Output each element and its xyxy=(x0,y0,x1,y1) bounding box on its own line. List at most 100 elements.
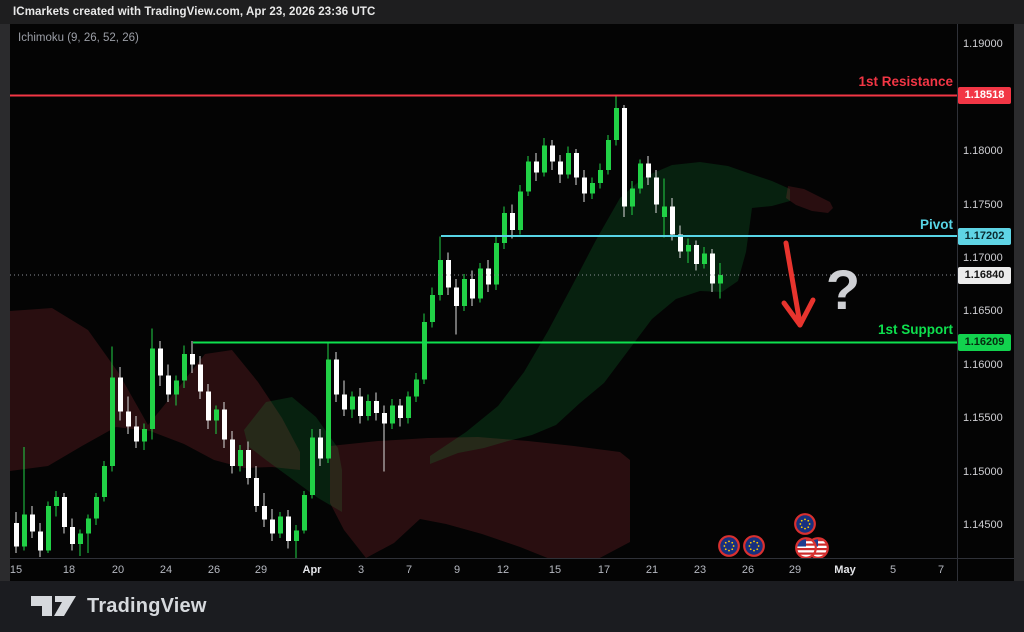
watermark-text: ICmarkets created with TradingView.com, … xyxy=(13,6,376,18)
candle-up xyxy=(294,530,299,541)
time-tick: 29 xyxy=(788,564,802,576)
candle-up xyxy=(238,450,243,466)
candle-up xyxy=(86,518,91,534)
candle-up xyxy=(110,377,115,466)
candle-up xyxy=(142,429,147,442)
candle-up xyxy=(390,405,395,424)
time-tick: 21 xyxy=(645,564,659,576)
chart-canvas[interactable]: 1st Resistance Pivot 1st Support? xyxy=(10,24,957,558)
candle-up xyxy=(662,206,667,217)
candle-down xyxy=(206,391,211,421)
price-tick: 1.15000 xyxy=(963,465,1003,478)
candle-up xyxy=(566,153,571,175)
candle-up xyxy=(174,380,179,395)
candle-up xyxy=(638,163,643,189)
candle-down xyxy=(334,359,339,395)
eu-flag-icon[interactable] xyxy=(794,513,816,535)
candle-down xyxy=(558,161,563,175)
candle-up xyxy=(438,260,443,295)
time-tick: 12 xyxy=(496,564,510,576)
candle-down xyxy=(166,375,171,395)
left-edge-strip xyxy=(0,24,10,581)
candle-down xyxy=(654,177,659,205)
candle-up xyxy=(78,533,83,544)
time-tick: 15 xyxy=(9,564,23,576)
candle-up xyxy=(278,516,283,534)
candle-down xyxy=(118,377,123,412)
candle-up xyxy=(350,396,355,410)
candle-down xyxy=(62,497,67,527)
candle-down xyxy=(678,234,683,252)
question-mark[interactable]: ? xyxy=(826,258,860,321)
candle-down xyxy=(574,153,579,178)
us-flag-icon[interactable] xyxy=(795,537,817,558)
price-axis[interactable]: 1.19000 1.18000 1.17500 1.17000 1.16500 1.160… xyxy=(957,24,1014,558)
candle-down xyxy=(374,401,379,413)
ichimoku-cloud-layer xyxy=(10,162,833,558)
candle-up xyxy=(478,268,483,299)
candle-up xyxy=(214,409,219,421)
candle-down xyxy=(198,364,203,392)
candle-up xyxy=(302,495,307,531)
candle-up xyxy=(46,506,51,551)
resistance-label: 1st Resistance xyxy=(858,74,953,89)
candle-down xyxy=(470,279,475,299)
candle-up xyxy=(502,213,507,243)
candle-down xyxy=(550,145,555,162)
time-tick: 29 xyxy=(254,564,268,576)
indicator-label[interactable]: Ichimoku (9, 26, 52, 26) xyxy=(18,32,139,44)
candle-up xyxy=(94,497,99,519)
candle-down xyxy=(230,439,235,466)
candle-up xyxy=(686,245,691,252)
candle-up xyxy=(630,188,635,207)
event-markers-layer xyxy=(718,513,829,558)
price-tick: 1.17500 xyxy=(963,198,1003,211)
cloud-bear-area xyxy=(10,308,300,471)
candle-up xyxy=(102,466,107,497)
candle-down xyxy=(358,396,363,416)
candle-down xyxy=(134,426,139,442)
down-arrow[interactable] xyxy=(783,240,802,321)
candle-down xyxy=(246,450,251,478)
cloud-bear-area xyxy=(786,186,833,213)
down-arrow-head xyxy=(797,297,816,328)
price-tick: 1.14500 xyxy=(963,519,1003,531)
time-tick: 24 xyxy=(159,564,173,576)
time-tick: 23 xyxy=(693,564,707,576)
candle-up xyxy=(326,359,331,459)
candle-down xyxy=(270,519,275,534)
time-tick-month: May xyxy=(834,564,856,576)
time-tick: 26 xyxy=(741,564,755,576)
time-axis[interactable]: 15 18 20 24 26 29 Apr 3 7 9 12 15 17 21 23 26 29 May 5 7 xyxy=(10,558,1014,582)
candle-down xyxy=(398,405,403,418)
candle-down xyxy=(30,514,35,532)
candle-up xyxy=(494,243,499,285)
tradingview-logo-text[interactable]: TradingView xyxy=(87,595,207,617)
cloud-bear-area xyxy=(330,437,630,558)
tradingview-logo-icon[interactable] xyxy=(30,594,78,620)
cloud-bull-area xyxy=(430,162,790,464)
time-tick: 7 xyxy=(937,564,945,576)
candle-up xyxy=(310,437,315,495)
pivot-price-badge: 1.17202 xyxy=(958,227,1011,245)
price-tick: 1.16000 xyxy=(963,358,1003,371)
candle-up xyxy=(462,279,467,306)
candle-down xyxy=(126,411,131,427)
candle-up xyxy=(518,191,523,230)
price-tick: 1.15500 xyxy=(963,412,1003,424)
time-tick: 20 xyxy=(111,564,125,576)
candle-up xyxy=(598,170,603,183)
eu-flag-icon[interactable] xyxy=(718,535,740,557)
candles-layer xyxy=(14,95,723,558)
chart-pane[interactable]: 1st Resistance Pivot 1st Support? Ichimoku… xyxy=(10,24,957,558)
price-tick: 1.16500 xyxy=(963,305,1003,317)
candle-down xyxy=(534,161,539,173)
eu-flag-icon[interactable] xyxy=(743,535,765,557)
candle-up xyxy=(366,401,371,416)
candle-down xyxy=(254,478,259,506)
candle-down xyxy=(646,163,651,178)
candle-up xyxy=(606,140,611,170)
resistance-price-badge: 1.18518 xyxy=(958,87,1011,104)
candle-down xyxy=(158,348,163,376)
time-tick: 26 xyxy=(207,564,221,576)
